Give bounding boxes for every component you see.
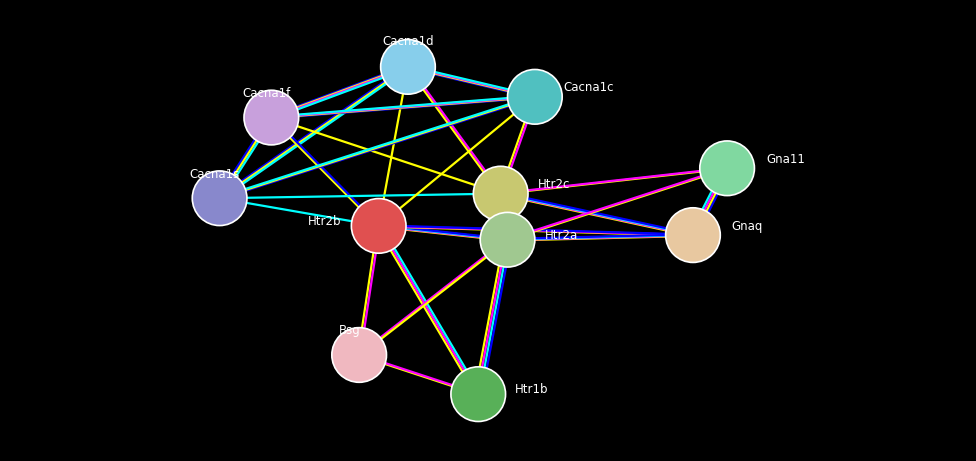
Text: Htr2b: Htr2b [308, 215, 342, 228]
Ellipse shape [381, 40, 435, 94]
Ellipse shape [192, 171, 247, 225]
Text: Htr1b: Htr1b [515, 383, 549, 396]
Ellipse shape [666, 208, 720, 262]
Text: Cacna1f: Cacna1f [242, 87, 291, 100]
Ellipse shape [480, 213, 535, 267]
Ellipse shape [451, 367, 506, 421]
Text: Htr2c: Htr2c [538, 178, 571, 191]
Ellipse shape [351, 199, 406, 253]
Text: Gnaq: Gnaq [731, 220, 762, 233]
Text: Htr2a: Htr2a [545, 229, 578, 242]
Text: Cacna1s: Cacna1s [189, 168, 240, 181]
Text: Cacna1c: Cacna1c [563, 81, 614, 94]
Ellipse shape [332, 328, 386, 382]
Text: Cacna1d: Cacna1d [383, 35, 433, 48]
Ellipse shape [700, 141, 754, 195]
Text: Bsg: Bsg [339, 325, 360, 337]
Ellipse shape [473, 166, 528, 221]
Ellipse shape [244, 90, 299, 145]
Ellipse shape [508, 70, 562, 124]
Text: Gna11: Gna11 [766, 154, 805, 166]
